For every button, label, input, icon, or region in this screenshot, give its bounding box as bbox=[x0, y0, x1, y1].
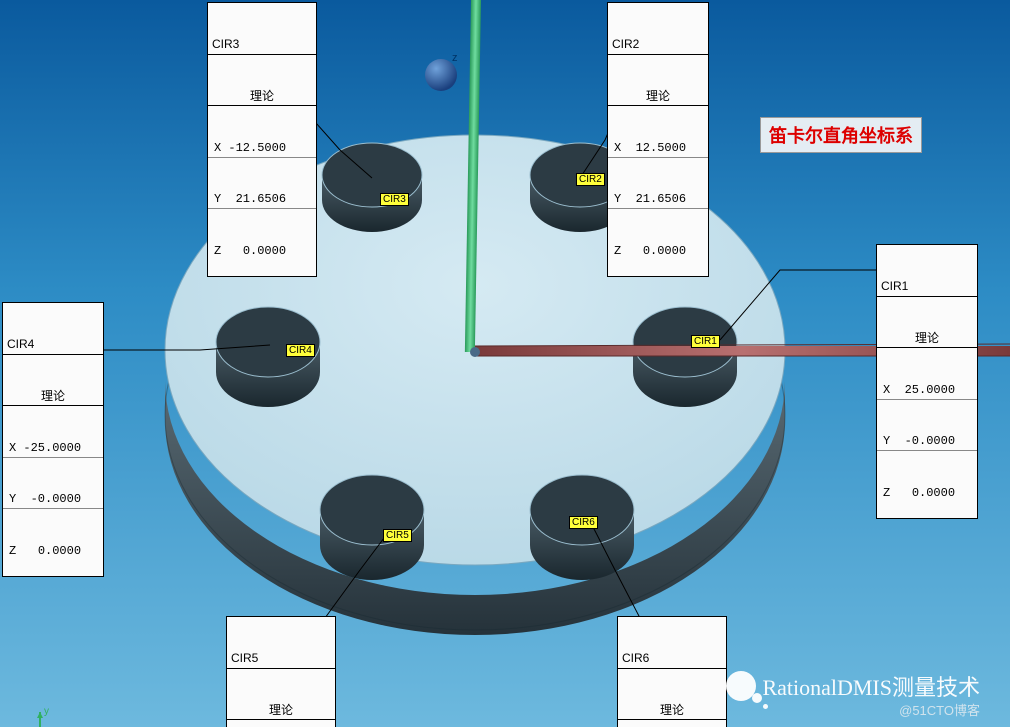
axis-z-label: z bbox=[452, 52, 458, 64]
callout-y: Y 21.6506 bbox=[208, 190, 316, 209]
watermark-sub: @51CTO博客 bbox=[899, 700, 980, 719]
hole-cir3 bbox=[322, 143, 422, 232]
callout-z: Z 0.0000 bbox=[3, 542, 103, 560]
callout-x: X 25.0000 bbox=[877, 381, 977, 400]
callout-title: CIR1 bbox=[877, 277, 977, 296]
callout-title: CIR5 bbox=[227, 649, 335, 668]
callout-title: CIR4 bbox=[3, 335, 103, 354]
callout-cir3[interactable]: CIR3 理论 X -12.5000 Y 21.6506 Z 0.0000 bbox=[207, 2, 317, 277]
callout-sub: 理论 bbox=[3, 387, 103, 406]
callout-title: CIR3 bbox=[208, 35, 316, 54]
hole-cir1 bbox=[633, 307, 737, 407]
callout-title: CIR2 bbox=[608, 35, 708, 54]
callout-sub: 理论 bbox=[227, 701, 335, 720]
svg-text:y: y bbox=[44, 706, 49, 717]
callout-x: X -12.5000 bbox=[208, 139, 316, 158]
callout-cir2[interactable]: CIR2 理论 X 12.5000 Y 21.6506 Z 0.0000 bbox=[607, 2, 709, 277]
callout-sub: 理论 bbox=[208, 87, 316, 106]
callout-y: Y -0.0000 bbox=[3, 490, 103, 509]
tag-cir1[interactable]: CIR1 bbox=[691, 335, 720, 348]
callout-sub: 理论 bbox=[608, 87, 708, 106]
callout-sub: 理论 bbox=[618, 701, 726, 720]
cad-viewport[interactable]: z 笛卡尔直角坐标系 CIR1 CIR2 CIR3 CIR4 CIR5 CIR6… bbox=[0, 0, 1010, 727]
hole-cir5 bbox=[320, 475, 424, 580]
callout-cir6[interactable]: CIR6 理论 X 12.5000 Y -21.6506 Z 0.0000 bbox=[617, 616, 727, 727]
origin-sphere bbox=[470, 347, 480, 357]
callout-cir5[interactable]: CIR5 理论 X -12.5000 Y -21.6506 Z 0.0000 bbox=[226, 616, 336, 727]
callout-sub: 理论 bbox=[877, 329, 977, 348]
callout-z: Z 0.0000 bbox=[208, 242, 316, 260]
tag-cir2[interactable]: CIR2 bbox=[576, 173, 605, 186]
hole-cir4 bbox=[216, 307, 320, 407]
tag-cir5[interactable]: CIR5 bbox=[383, 529, 412, 542]
callout-x: X -25.0000 bbox=[3, 439, 103, 458]
coordinate-system-note: 笛卡尔直角坐标系 bbox=[760, 117, 922, 153]
callout-cir1[interactable]: CIR1 理论 X 25.0000 Y -0.0000 Z 0.0000 bbox=[876, 244, 978, 519]
tag-cir3[interactable]: CIR3 bbox=[380, 193, 409, 206]
watermark-main: RationalDMIS测量技术 bbox=[726, 670, 980, 702]
callout-y: Y -0.0000 bbox=[877, 432, 977, 451]
callout-title: CIR6 bbox=[618, 649, 726, 668]
callout-y: Y 21.6506 bbox=[608, 190, 708, 209]
callout-z: Z 0.0000 bbox=[877, 484, 977, 502]
wechat-icon bbox=[726, 671, 756, 701]
callout-x: X 12.5000 bbox=[608, 139, 708, 158]
tag-cir6[interactable]: CIR6 bbox=[569, 516, 598, 529]
callout-cir4[interactable]: CIR4 理论 X -25.0000 Y -0.0000 Z 0.0000 bbox=[2, 302, 104, 577]
callout-z: Z 0.0000 bbox=[608, 242, 708, 260]
tag-cir4[interactable]: CIR4 bbox=[286, 344, 315, 357]
scene-svg bbox=[0, 0, 1010, 727]
